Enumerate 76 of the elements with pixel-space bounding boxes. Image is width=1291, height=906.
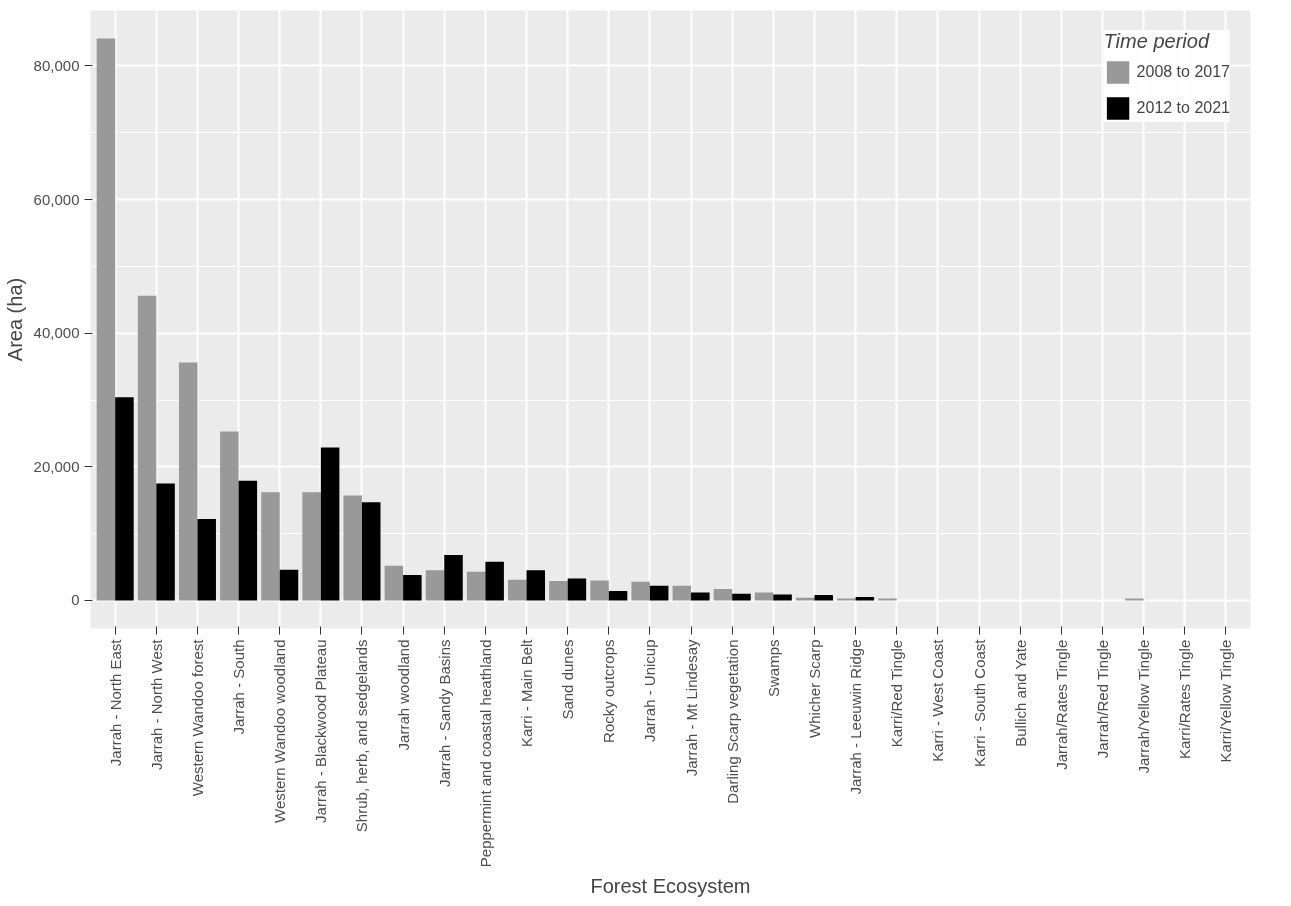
bar: [466, 571, 486, 601]
x-tick-label: Karri/Yellow Tingle: [1217, 639, 1235, 763]
bar: [1125, 598, 1144, 601]
bar: [754, 592, 774, 601]
bar: [425, 570, 445, 601]
bar: [608, 591, 628, 601]
x-tick-label: Swamps: [764, 639, 782, 698]
y-tick-label: 60,000: [33, 190, 80, 208]
bar: [197, 518, 216, 601]
bar: [590, 580, 609, 601]
bar: [343, 495, 362, 601]
x-tick-label: Shrub, herb, and sedgelands: [353, 639, 371, 833]
x-tick-label: Jarrah - Sandy Basins: [435, 639, 453, 788]
x-tick-label: Peppermint and coastal heathland: [476, 639, 494, 868]
x-tick-label: Jarrah - Mt Lindesay: [682, 639, 700, 777]
legend-label: 2012 to 2021: [1136, 99, 1230, 117]
x-tick-label: Karri - West Coast: [929, 638, 947, 762]
x-tick-label: Jarrah woodland: [394, 639, 412, 751]
x-tick-label: Karri/Rates Tingle: [1176, 639, 1194, 759]
x-tick-label: Western Wandoo forest: [188, 638, 206, 797]
bar: [320, 447, 340, 601]
legend-title: Time period: [1103, 30, 1211, 53]
bar: [878, 598, 897, 601]
x-tick-label: Karri/Red Tingle: [888, 639, 906, 748]
x-tick-label: Sand dunes: [559, 639, 577, 720]
bar: [96, 38, 116, 601]
x-tick-label: Whicher Scarp: [805, 639, 823, 738]
bar: [508, 579, 527, 601]
bar: [837, 598, 856, 601]
bar: [649, 585, 669, 601]
bar: [567, 578, 587, 601]
bar: [384, 565, 404, 601]
bar: [156, 483, 175, 601]
bar: [137, 295, 157, 601]
bar: [549, 581, 568, 601]
x-axis-title: Forest Ecosystem: [590, 875, 751, 898]
bar: [261, 492, 280, 601]
x-tick-label: Jarrah - North East: [106, 638, 124, 767]
x-tick-label: Western Wandoo woodland: [271, 639, 289, 823]
y-tick-label: 80,000: [33, 56, 80, 74]
bar: [220, 431, 239, 601]
x-tick-label: Bullich and Yate: [1011, 639, 1029, 747]
y-axis-title: Area (ha): [3, 277, 26, 362]
x-tick-label: Jarrah/Rates Tingle: [1052, 639, 1070, 770]
y-tick-label: 20,000: [33, 457, 80, 475]
bar: [485, 561, 504, 601]
x-tick-label: Jarrah - Leeuwin Ridge: [847, 639, 865, 795]
y-tick-label: 0: [71, 591, 80, 609]
bar: [691, 592, 710, 601]
x-tick-label: Rocky outcrops: [600, 639, 618, 743]
y-tick-label: 40,000: [33, 324, 80, 342]
bar: [238, 480, 258, 601]
x-tick-label: Karri - Main Belt: [518, 638, 536, 748]
x-tick-label: Darling Scarp vegetation: [723, 639, 741, 804]
bar: [178, 362, 198, 601]
x-tick-label: Jarrah - North West: [147, 638, 165, 771]
bar: [526, 570, 546, 601]
x-tick-label: Jarrah/Yellow Tingle: [1135, 639, 1153, 774]
x-tick-label: Jarrah - South: [230, 639, 248, 735]
bar: [403, 575, 422, 601]
bar: [631, 581, 650, 601]
x-tick-label: Jarrah/Red Tingle: [1093, 639, 1111, 759]
bar: [672, 585, 692, 601]
bar: [115, 397, 134, 601]
bar: [713, 589, 733, 601]
x-tick-label: Jarrah - Blackwood Plateau: [312, 639, 330, 823]
bar: [361, 502, 381, 601]
x-tick-label: Jarrah - Unicup: [641, 639, 659, 743]
bar: [444, 555, 463, 601]
bar: [773, 594, 792, 601]
bar: [302, 492, 321, 601]
bar: [814, 595, 833, 601]
x-tick-label: Karri - South Coast: [970, 638, 988, 768]
legend-label: 2008 to 2017: [1136, 63, 1230, 81]
bar: [732, 593, 751, 601]
bar: [279, 569, 299, 601]
